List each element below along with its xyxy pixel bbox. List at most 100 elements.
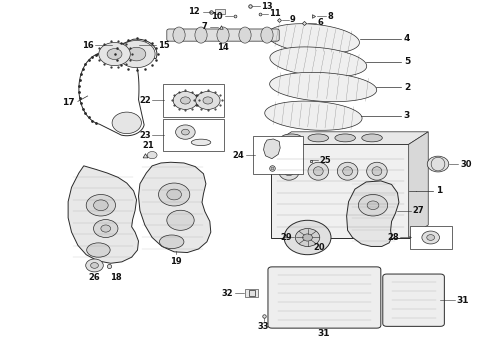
Ellipse shape (367, 162, 387, 180)
Ellipse shape (284, 167, 294, 176)
Circle shape (94, 220, 118, 238)
Text: 16: 16 (82, 41, 94, 50)
Circle shape (367, 201, 379, 210)
Circle shape (167, 210, 194, 230)
Text: 18: 18 (110, 273, 122, 282)
Text: 9: 9 (290, 15, 295, 24)
Ellipse shape (335, 134, 355, 142)
Text: 14: 14 (217, 43, 229, 52)
Ellipse shape (217, 27, 229, 43)
Text: 30: 30 (460, 159, 471, 168)
Ellipse shape (343, 167, 352, 176)
Text: 8: 8 (327, 12, 333, 21)
Circle shape (173, 91, 197, 109)
Ellipse shape (308, 134, 329, 142)
Ellipse shape (191, 139, 211, 145)
Circle shape (101, 225, 111, 232)
Text: 20: 20 (314, 243, 325, 252)
Text: 3: 3 (404, 111, 410, 120)
Circle shape (127, 47, 146, 61)
Circle shape (118, 40, 155, 68)
Polygon shape (139, 162, 211, 253)
FancyBboxPatch shape (245, 289, 258, 297)
Polygon shape (272, 132, 428, 144)
Text: 21: 21 (143, 141, 154, 150)
Polygon shape (265, 101, 362, 130)
Circle shape (181, 129, 189, 135)
Circle shape (203, 97, 213, 104)
Text: 24: 24 (232, 150, 244, 159)
Text: 29: 29 (280, 233, 292, 242)
FancyBboxPatch shape (383, 274, 444, 327)
Text: 17: 17 (62, 98, 75, 107)
Circle shape (180, 97, 190, 104)
Circle shape (86, 259, 103, 272)
Polygon shape (270, 47, 367, 77)
Circle shape (284, 220, 331, 255)
FancyBboxPatch shape (253, 136, 303, 174)
Ellipse shape (362, 134, 382, 142)
FancyBboxPatch shape (163, 119, 224, 151)
Text: 5: 5 (404, 58, 410, 67)
Ellipse shape (281, 134, 302, 142)
Ellipse shape (308, 162, 329, 180)
Text: 7: 7 (201, 22, 207, 31)
FancyBboxPatch shape (410, 226, 452, 249)
Text: 27: 27 (413, 206, 424, 215)
Ellipse shape (87, 243, 110, 257)
Circle shape (358, 194, 388, 216)
Circle shape (295, 229, 320, 247)
FancyBboxPatch shape (215, 9, 225, 14)
Ellipse shape (337, 162, 358, 180)
Circle shape (147, 152, 157, 159)
Text: 13: 13 (261, 2, 273, 11)
Text: 1: 1 (436, 186, 442, 195)
Polygon shape (268, 24, 359, 54)
Ellipse shape (159, 235, 184, 249)
Text: 19: 19 (170, 257, 181, 266)
Circle shape (427, 156, 449, 172)
Circle shape (107, 49, 122, 59)
Circle shape (99, 42, 130, 66)
Circle shape (112, 112, 142, 134)
Ellipse shape (279, 162, 299, 180)
Text: 32: 32 (221, 288, 233, 297)
Text: 15: 15 (158, 41, 169, 50)
FancyBboxPatch shape (271, 144, 410, 238)
Polygon shape (346, 181, 399, 247)
Text: 31: 31 (457, 296, 469, 305)
FancyBboxPatch shape (268, 267, 381, 328)
Text: 12: 12 (188, 7, 200, 16)
Polygon shape (264, 139, 280, 159)
Text: 28: 28 (387, 233, 399, 242)
Polygon shape (270, 72, 377, 102)
Circle shape (175, 125, 195, 139)
Text: 11: 11 (270, 9, 281, 18)
Circle shape (91, 262, 98, 268)
Text: 31: 31 (317, 329, 329, 338)
FancyBboxPatch shape (167, 29, 279, 41)
Circle shape (86, 194, 116, 216)
Text: 4: 4 (404, 34, 410, 43)
Text: 6: 6 (318, 18, 323, 27)
Circle shape (303, 234, 313, 241)
Text: 25: 25 (320, 156, 332, 165)
Circle shape (196, 91, 220, 109)
Ellipse shape (261, 27, 273, 43)
Text: 22: 22 (139, 96, 151, 105)
Ellipse shape (372, 167, 382, 176)
Ellipse shape (239, 27, 251, 43)
FancyBboxPatch shape (163, 84, 224, 117)
Circle shape (94, 200, 108, 211)
Text: 26: 26 (89, 273, 100, 282)
Polygon shape (409, 132, 428, 238)
Polygon shape (68, 166, 139, 263)
Text: 2: 2 (404, 82, 410, 91)
Text: 10: 10 (211, 12, 222, 21)
Circle shape (427, 235, 435, 240)
Circle shape (422, 231, 440, 244)
Ellipse shape (173, 27, 185, 43)
Text: 33: 33 (258, 322, 270, 331)
Circle shape (167, 189, 181, 200)
Text: 23: 23 (139, 131, 151, 140)
